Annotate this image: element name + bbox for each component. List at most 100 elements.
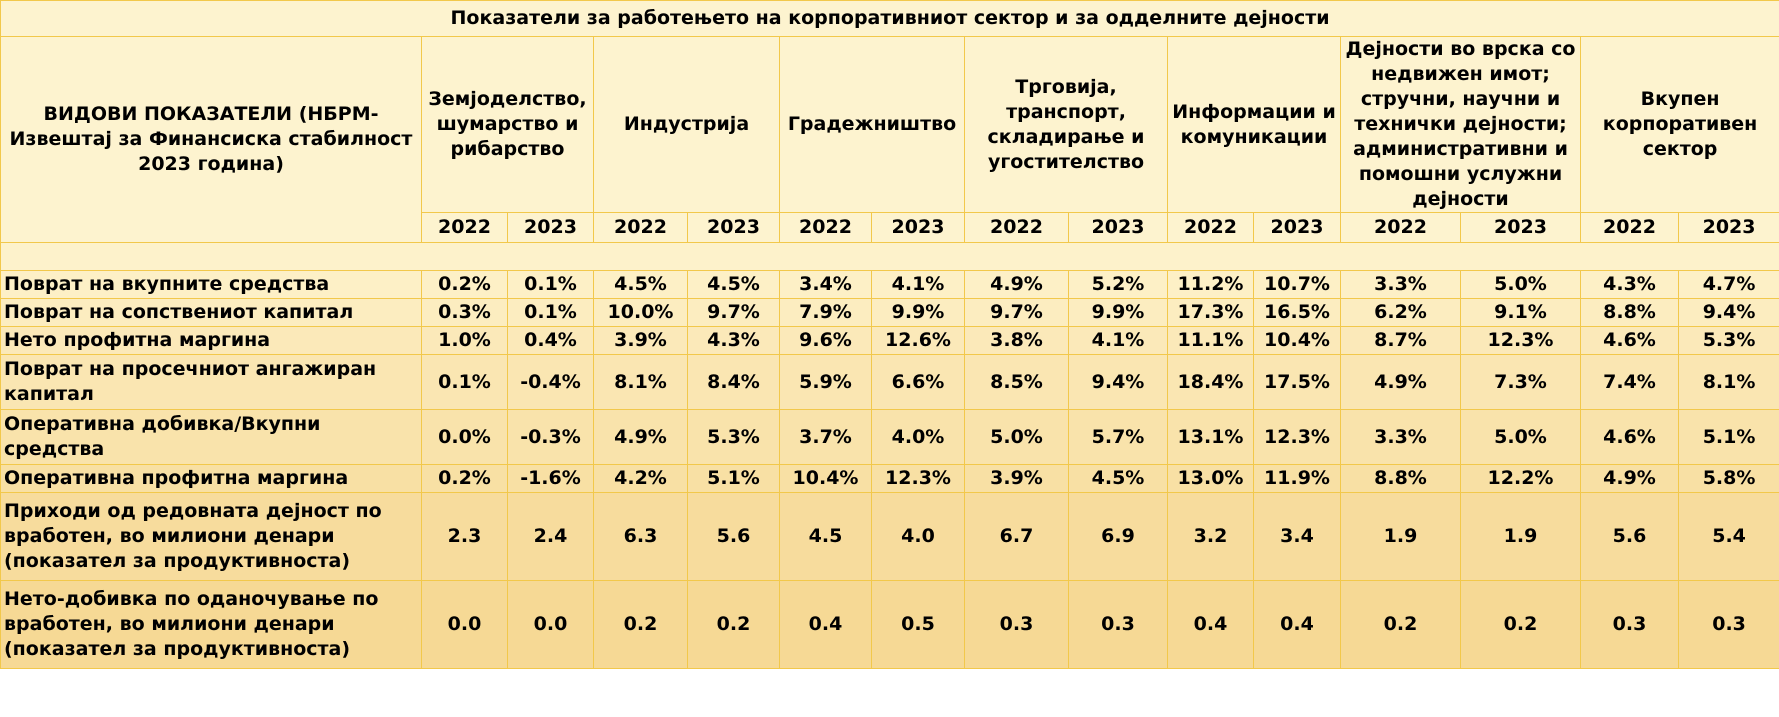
value-cell: 4.6% bbox=[1580, 409, 1679, 465]
value-cell: 3.3% bbox=[1340, 409, 1461, 465]
value-cell: 17.5% bbox=[1253, 354, 1341, 410]
year-header: 2023 bbox=[507, 212, 594, 243]
row-label: Нето профитна маргина bbox=[0, 326, 422, 355]
value-cell: -1.6% bbox=[507, 464, 594, 493]
value-cell: -0.3% bbox=[507, 409, 594, 465]
row-label: Поврат на просечниот ангажиран капитал bbox=[0, 354, 422, 410]
row-label: Поврат на сопствениот капитал bbox=[0, 298, 422, 327]
value-cell: 3.9% bbox=[964, 464, 1069, 493]
table-row: Нето-добивка по оданочување по вработен,… bbox=[0, 580, 1779, 669]
value-cell: 5.3% bbox=[687, 409, 780, 465]
value-cell: 4.0% bbox=[871, 409, 965, 465]
value-cell: 7.4% bbox=[1580, 354, 1679, 410]
year-header: 2022 bbox=[421, 212, 508, 243]
value-cell: 5.6 bbox=[1580, 492, 1679, 581]
sector-header: Дејности во врска со недвижен имот; стру… bbox=[1340, 36, 1581, 213]
row-label: Поврат на вкупните средства bbox=[0, 270, 422, 299]
value-cell: -0.4% bbox=[507, 354, 594, 410]
sector-header: Информации и комуникации bbox=[1167, 36, 1341, 213]
table-row: Оперативна добивка/Вкупни средства 0.0% -0… bbox=[0, 409, 1779, 465]
value-cell: 8.1% bbox=[1677, 354, 1779, 410]
value-cell: 8.4% bbox=[687, 354, 780, 410]
value-cell: 4.9% bbox=[964, 270, 1069, 299]
value-cell: 12.3% bbox=[1253, 409, 1341, 465]
value-cell: 11.2% bbox=[1167, 270, 1254, 299]
value-cell: 0.0% bbox=[421, 409, 508, 465]
table-row: Оперативна профитна маргина 0.2% -1.6% 4.2%… bbox=[0, 464, 1779, 493]
value-cell: 0.2 bbox=[1340, 580, 1461, 669]
value-cell: 8.7% bbox=[1340, 326, 1461, 355]
value-cell: 2.4 bbox=[507, 492, 594, 581]
value-cell: 4.5% bbox=[1068, 464, 1168, 493]
value-cell: 4.9% bbox=[593, 409, 688, 465]
value-cell: 5.1% bbox=[687, 464, 780, 493]
value-cell: 0.0 bbox=[421, 580, 508, 669]
value-cell: 16.5% bbox=[1253, 298, 1341, 327]
value-cell: 3.7% bbox=[779, 409, 872, 465]
year-header: 2023 bbox=[1068, 212, 1168, 243]
sector-header: Градежништво bbox=[779, 36, 965, 213]
value-cell: 5.7% bbox=[1068, 409, 1168, 465]
value-cell: 5.4 bbox=[1677, 492, 1779, 581]
value-cell: 5.2% bbox=[1068, 270, 1168, 299]
value-cell: 12.3% bbox=[1460, 326, 1581, 355]
value-cell: 4.9% bbox=[1580, 464, 1679, 493]
value-cell: 9.4% bbox=[1068, 354, 1168, 410]
sector-header: Земјоделство, шумарство и рибарство bbox=[421, 36, 594, 213]
value-cell: 3.4 bbox=[1253, 492, 1341, 581]
value-cell: 11.1% bbox=[1167, 326, 1254, 355]
value-cell: 4.9% bbox=[1340, 354, 1461, 410]
value-cell: 6.6% bbox=[871, 354, 965, 410]
table-row: Нето профитна маргина 1.0% 0.4% 3.9% 4.3% 9.6… bbox=[0, 326, 1779, 355]
value-cell: 8.8% bbox=[1340, 464, 1461, 493]
sector-header: Индустрија bbox=[593, 36, 780, 213]
row-label: Оперативна добивка/Вкупни средства bbox=[0, 409, 422, 465]
value-cell: 10.7% bbox=[1253, 270, 1341, 299]
value-cell: 0.5 bbox=[871, 580, 965, 669]
year-header: 2022 bbox=[779, 212, 872, 243]
value-cell: 4.0 bbox=[871, 492, 965, 581]
value-cell: 6.3 bbox=[593, 492, 688, 581]
value-cell: 3.4% bbox=[779, 270, 872, 299]
value-cell: 8.5% bbox=[964, 354, 1069, 410]
year-header-row: 2022 2023 2022 2023 2022 2023 2022 2023 2022 2023… bbox=[1, 212, 1779, 243]
value-cell: 3.3% bbox=[1340, 270, 1461, 299]
value-cell: 4.1% bbox=[1068, 326, 1168, 355]
value-cell: 5.6 bbox=[687, 492, 780, 581]
value-cell: 10.4% bbox=[779, 464, 872, 493]
value-cell: 0.4% bbox=[507, 326, 594, 355]
year-header: 2022 bbox=[1580, 212, 1679, 243]
value-cell: 5.8% bbox=[1677, 464, 1779, 493]
value-cell: 0.3 bbox=[1580, 580, 1679, 669]
year-header: 2022 bbox=[964, 212, 1069, 243]
value-cell: 10.4% bbox=[1253, 326, 1341, 355]
value-cell: 9.9% bbox=[1068, 298, 1168, 327]
value-cell: 1.0% bbox=[421, 326, 508, 355]
value-cell: 0.3 bbox=[1068, 580, 1168, 669]
value-cell: 0.2% bbox=[421, 464, 508, 493]
value-cell: 4.5% bbox=[687, 270, 780, 299]
value-cell: 9.9% bbox=[871, 298, 965, 327]
value-cell: 0.3 bbox=[964, 580, 1069, 669]
value-cell: 0.2 bbox=[1460, 580, 1581, 669]
value-cell: 3.2 bbox=[1167, 492, 1254, 581]
year-header: 2022 bbox=[593, 212, 688, 243]
table-row: Поврат на просечниот ангажиран капитал 0.… bbox=[0, 354, 1779, 410]
value-cell: 5.3% bbox=[1677, 326, 1779, 355]
row-label: Оперативна профитна маргина bbox=[0, 464, 422, 493]
value-cell: 1.9 bbox=[1460, 492, 1581, 581]
value-cell: 3.8% bbox=[964, 326, 1069, 355]
value-cell: 8.1% bbox=[593, 354, 688, 410]
value-cell: 8.8% bbox=[1580, 298, 1679, 327]
value-cell: 0.0 bbox=[507, 580, 594, 669]
value-cell: 0.2 bbox=[687, 580, 780, 669]
value-cell: 0.1% bbox=[507, 298, 594, 327]
value-cell: 4.5% bbox=[593, 270, 688, 299]
year-header: 2023 bbox=[871, 212, 965, 243]
value-cell: 12.3% bbox=[871, 464, 965, 493]
value-cell: 9.4% bbox=[1677, 298, 1779, 327]
value-cell: 10.0% bbox=[593, 298, 688, 327]
value-cell: 9.6% bbox=[779, 326, 872, 355]
value-cell: 4.7% bbox=[1677, 270, 1779, 299]
value-cell: 9.1% bbox=[1460, 298, 1581, 327]
